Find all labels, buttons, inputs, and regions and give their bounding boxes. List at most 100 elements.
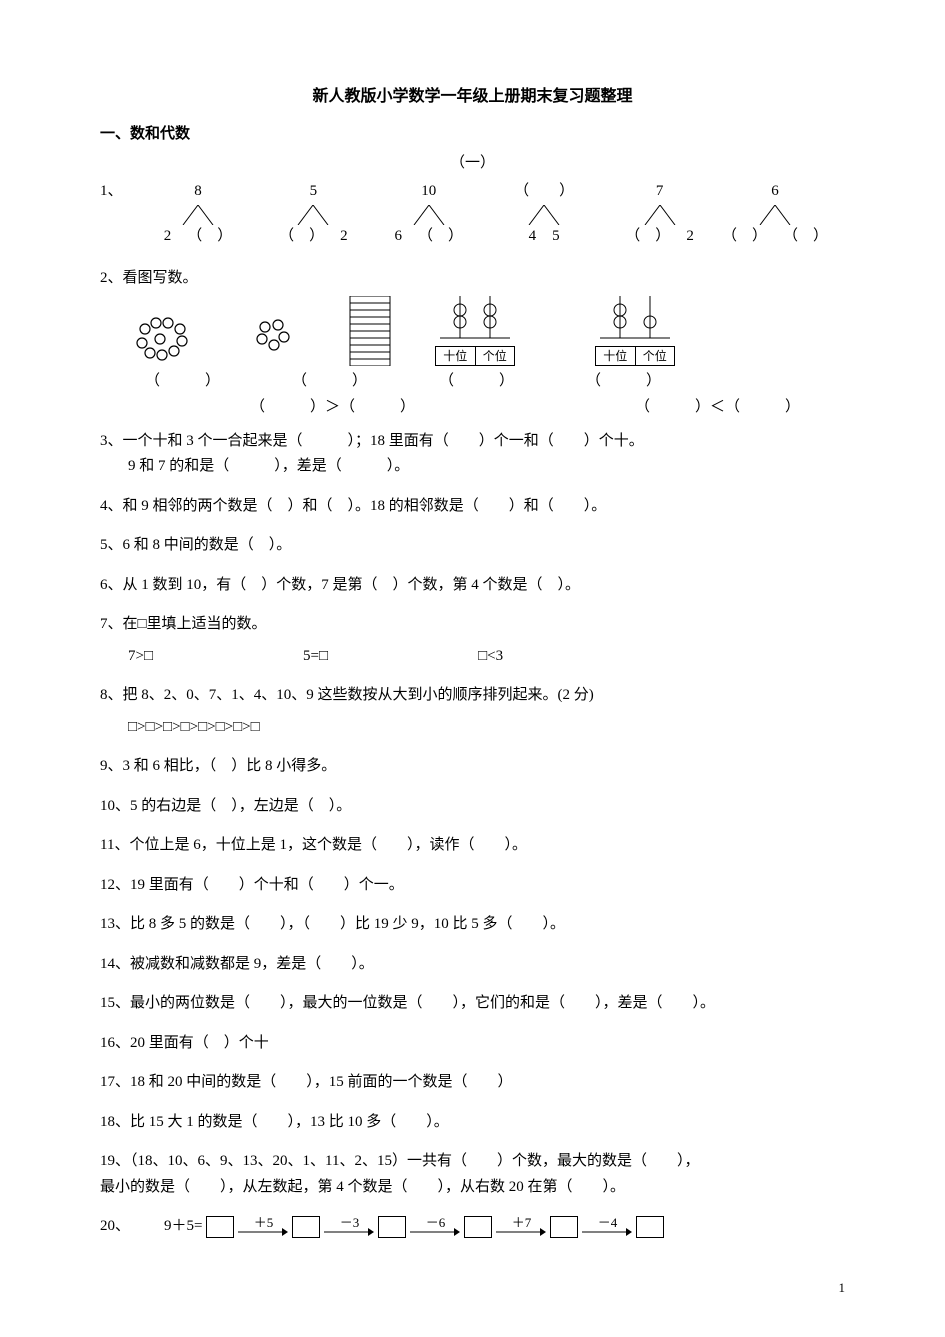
q3: 3、一个十和 3 个一合起来是（ ）；18 里面有（ ）个一和（ ）个十。 9 …: [100, 429, 845, 480]
blank-box: [550, 1216, 578, 1238]
q2-label: 2、看图写数。: [100, 267, 845, 290]
q8a: □>□>□>□>□>□>□>□: [128, 715, 845, 741]
q4: 4、和 9 相邻的两个数是（ ）和（ ）。18 的相邻数是（ ）和（ ）。: [100, 494, 845, 520]
decomp-top: 5: [310, 180, 318, 203]
q8: 8、把 8、2、0、7、1、4、10、9 这些数按从大到小的顺序排列起来。(2 …: [100, 683, 845, 740]
decomp-right: （ ）: [783, 225, 828, 248]
blank-box: [636, 1216, 664, 1238]
circles-5-icon: [250, 311, 300, 366]
q1-label: 1、: [100, 180, 128, 253]
arrow-icon: [324, 1227, 374, 1237]
decomp-left: 4: [529, 225, 537, 248]
blank-box: [206, 1216, 234, 1238]
decomp-right: （ ）: [418, 225, 463, 248]
q15: 15、最小的两位数是（ ），最大的一位数是（ ），它们的和是（ ），差是（ ）。: [100, 991, 845, 1017]
q2-compare-row: （ ）＞（ ） （ ）＜（ ）: [250, 396, 845, 419]
decomp-item: 10 6 （ ）: [379, 180, 479, 247]
branch-icon: [406, 205, 452, 225]
arrow-op: ＋5: [238, 1216, 288, 1237]
q20-start: 9＋5=: [164, 1214, 202, 1240]
q7c: □<3: [478, 644, 503, 670]
decomp-top: 8: [194, 180, 202, 203]
q3b-text: 9 和 7 的和是（ ），差是（ ）。: [128, 454, 845, 480]
arrow-op: －6: [410, 1216, 460, 1237]
decomp-left: （ ）: [625, 225, 670, 248]
q12: 12、19 里面有（ ）个十和（ ）个一。: [100, 873, 845, 899]
rods-icon: [340, 296, 395, 366]
blank-paren: （ ）: [145, 370, 220, 393]
q2-paren-row: （ ） （ ） （ ） （ ）: [145, 370, 845, 393]
decomp-left: 6: [395, 225, 403, 248]
decomp-row: 8 2（ ） 5 （ ）2 10 6（ ） （ ） 45 7: [128, 180, 845, 247]
abacus-icon: [595, 296, 675, 346]
q7: 7、在□里填上适当的数。 7>□ 5=□ □<3: [100, 612, 845, 669]
blank-box: [378, 1216, 406, 1238]
q16: 16、20 里面有（ ）个十: [100, 1031, 845, 1057]
q18: 18、比 15 大 1 的数是（ ），13 比 10 多（ ）。: [100, 1110, 845, 1136]
blank-box: [292, 1216, 320, 1238]
q20-label: 20、: [100, 1214, 130, 1240]
arrow-op: －4: [582, 1216, 632, 1237]
blank-paren: （ ）: [292, 370, 367, 393]
page-title: 新人教版小学数学一年级上册期末复习题整理: [100, 85, 845, 109]
decomp-left: （ ）: [279, 225, 324, 248]
q17: 17、18 和 20 中间的数是（ ），15 前面的一个数是（ ）: [100, 1070, 845, 1096]
branch-icon: [637, 205, 683, 225]
arrow-icon: [410, 1227, 460, 1237]
q19: 19、（18、10、6、9、13、20、1、11、2、15）一共有（ ）个数，最…: [100, 1149, 845, 1200]
circles-10-icon: [130, 311, 210, 366]
q9: 9、3 和 6 相比，（ ）比 8 小得多。: [100, 754, 845, 780]
q10: 10、5 的右边是（ ），左边是（ ）。: [100, 794, 845, 820]
decomp-item: （ ） 45: [494, 180, 594, 247]
ones-label: 个位: [636, 347, 675, 365]
decomp-left: （ ）: [722, 225, 767, 248]
page-number: 1: [839, 1278, 846, 1298]
decomp-item: 8 2 （ ）: [148, 180, 248, 247]
abacus-1: 十位 个位: [435, 296, 515, 366]
q8-text: 8、把 8、2、0、7、1、4、10、9 这些数按从大到小的顺序排列起来。(2 …: [100, 683, 845, 709]
q19b-text: 最小的数是（ ），从左数起，第 4 个数是（ ），从右数 20 在第（ ）。: [100, 1175, 845, 1201]
decomp-top: （ ）: [514, 180, 574, 203]
decomp-top: 10: [421, 180, 436, 203]
tens-label: 十位: [596, 347, 636, 365]
arrow-icon: [238, 1227, 288, 1237]
branch-icon: [290, 205, 336, 225]
blank-box: [464, 1216, 492, 1238]
q6: 6、从 1 数到 10，有（ ）个数，7 是第（ ）个数，第 4 个数是（ ）。: [100, 573, 845, 599]
place-value-box: 十位 个位: [435, 346, 515, 366]
blank-paren: （ ）: [439, 370, 514, 393]
decomp-right: 2: [340, 225, 348, 248]
branch-icon: [752, 205, 798, 225]
arrow-icon: [496, 1227, 546, 1237]
q2-pics: 十位 个位 十位 个位: [130, 296, 845, 366]
q7b: 5=□: [303, 644, 328, 670]
q5: 5、6 和 8 中间的数是（ ）。: [100, 533, 845, 559]
abacus-icon: [435, 296, 515, 346]
place-value-box: 十位 个位: [595, 346, 675, 366]
decomp-right: （ ）: [187, 225, 232, 248]
decomp-right: 2: [686, 225, 694, 248]
compare-lt: （ ）＜（ ）: [635, 396, 800, 419]
decomp-top: 7: [656, 180, 664, 203]
decomp-item: 5 （ ） 2: [263, 180, 363, 247]
arrow-icon: [582, 1227, 632, 1237]
branch-icon: [175, 205, 221, 225]
tens-label: 十位: [436, 347, 476, 365]
q11: 11、个位上是 6，十位上是 1，这个数是（ ），读作（ ）。: [100, 833, 845, 859]
decomp-left: 2: [164, 225, 172, 248]
decomp-item: 6 （ ） （ ）: [725, 180, 825, 247]
decomp-top: 6: [771, 180, 779, 203]
branch-icon: [521, 205, 567, 225]
q7a: 7>□: [128, 644, 153, 670]
section-heading: 一、数和代数: [100, 123, 845, 146]
decomp-right: 5: [552, 225, 560, 248]
abacus-2: 十位 个位: [595, 296, 675, 366]
ones-label: 个位: [476, 347, 515, 365]
blank-paren: （ ）: [586, 370, 661, 393]
q19a-text: 19、（18、10、6、9、13、20、1、11、2、15）一共有（ ）个数，最…: [100, 1149, 845, 1175]
q7-text: 7、在□里填上适当的数。: [100, 612, 845, 638]
subsection-label: （一）: [100, 152, 845, 175]
decomp-item: 7 （ ） 2: [610, 180, 710, 247]
arrow-op: ＋7: [496, 1216, 546, 1237]
q3a-text: 3、一个十和 3 个一合起来是（ ）；18 里面有（ ）个一和（ ）个十。: [100, 429, 845, 455]
